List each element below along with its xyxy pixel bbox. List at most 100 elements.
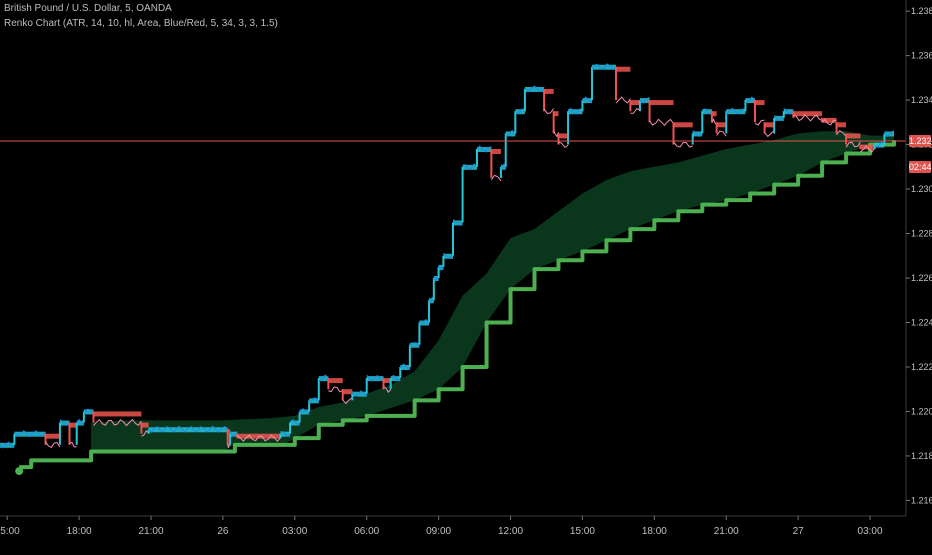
indicator-title[interactable]: Renko Chart (ATR, 14, 10, hl, Area, Blue… [4,18,278,29]
renko-brick [366,376,384,382]
trail-start-dot [15,467,24,476]
renko-brick [846,133,861,139]
price-trace [83,408,94,415]
price-trace [308,397,320,404]
time-tick-label: 03:00 [282,526,307,537]
renko-brick [505,131,516,137]
price-trace [236,434,281,442]
price-trace [515,108,525,115]
price-trace [773,115,785,121]
time-tick-label: 18:00 [642,526,667,537]
renko-brick [141,422,149,428]
renko-brick [673,122,693,128]
time-tick-label: 21:00 [714,526,739,537]
renko-brick [76,420,84,426]
price-tick-label: 1.22400 [911,318,932,328]
renko-brick [69,422,77,428]
price-trace [754,119,765,126]
renko-brick [93,411,142,417]
time-tick-label: 06:00 [354,526,379,537]
price-trace [141,430,149,437]
renko-brick [309,398,319,404]
price-trace [351,390,368,397]
renko-brick [453,220,463,226]
price-trace [390,374,401,381]
renko-brick [630,100,640,106]
price-trace [452,219,463,227]
price-tick-label: 1.21600 [911,495,932,505]
renko-brick [764,122,775,128]
renko-brick [299,409,310,415]
price-trace [13,430,46,438]
price-trace [366,374,384,382]
time-tick-label: 15:00 [570,526,595,537]
price-axis[interactable]: 1.238001.236001.234001.232001.230001.228… [905,0,932,516]
price-trace [702,108,712,114]
renko-brick [14,431,46,437]
price-trace [836,129,847,137]
trail-line [15,140,897,476]
renko-brick [0,442,15,448]
renko-brick [836,122,847,128]
renko-brick [462,164,477,170]
band-fill [91,131,895,452]
renko-brick [649,100,674,106]
time-axis[interactable]: 15:00 18:00 21:00 26 03:00 06:00 09:00 12:00 15:… [0,515,906,537]
price-trace [615,96,631,104]
price-trace [280,431,291,437]
price-trace [821,118,837,126]
price-tick-label: 1.22600 [911,273,932,283]
renko-brick [409,342,420,348]
price-trace [59,419,70,427]
renko-brick [822,117,837,123]
renko-bricks [0,63,895,449]
price-trace [505,129,516,137]
price-trace [69,441,77,448]
renko-brick [148,427,228,433]
renko-brick [755,100,765,106]
price-trace [874,141,885,148]
renko-brick [390,376,401,382]
renko-brick [443,253,453,259]
renko-brick [716,122,727,128]
price-trace [630,108,641,114]
price-trace [639,96,650,104]
renko-brick [524,86,545,92]
price-tick-label: 1.23800 [911,6,932,16]
price-trace [383,386,392,393]
price-trace [673,141,693,148]
price-trace [462,163,478,170]
price-tick-label: 1.22800 [911,229,932,239]
symbol-title[interactable]: British Pound / U.S. Dollar, 5, OANDA [4,3,172,14]
renko-brick [726,109,746,115]
renko-brick [592,64,616,70]
bar-countdown-value: 02:44 [909,162,932,172]
time-tick-label: 15:00 [0,526,20,537]
renko-brick [352,391,367,397]
price-trace [692,130,703,138]
trail-path [19,140,897,470]
price-trace [716,130,727,137]
price-tick-label: 1.23400 [911,95,932,105]
bar-countdown-label: 02:44 [909,161,932,173]
price-trace [845,141,861,148]
current-price-label: 1.23216 [909,135,932,147]
price-trace [229,430,238,437]
renko-brick [774,115,784,121]
renko-brick [342,389,353,395]
renko-brick [553,111,559,117]
price-trace [45,441,61,449]
price-trace [884,130,895,138]
price-trace [148,425,229,433]
price-trace [0,441,15,449]
renko-brick [45,433,60,439]
renko-brick [227,429,231,435]
renko-brick [500,164,506,170]
price-trace [342,397,353,405]
renko-brick [491,149,501,155]
price-trace [725,107,746,115]
time-tick-label: 18:00 [67,526,92,537]
price-trace [591,63,617,71]
